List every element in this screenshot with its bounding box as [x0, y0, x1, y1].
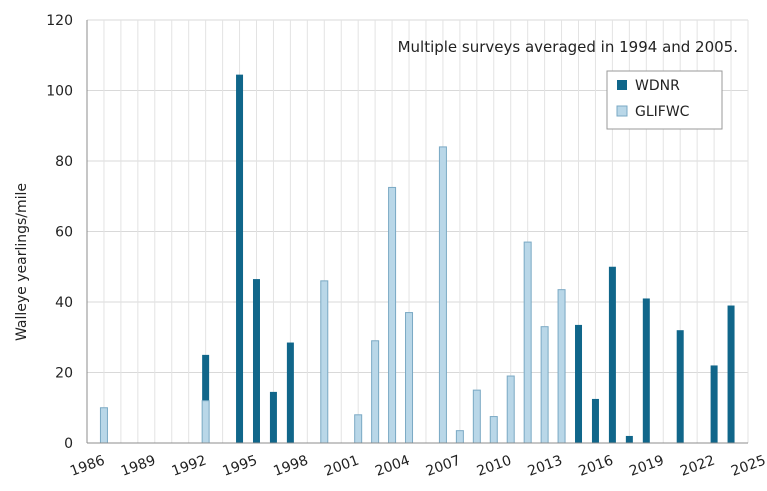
bar-glifwc-2008 [456, 431, 463, 443]
y-tick-label: 60 [55, 225, 73, 241]
bar-wdnr-1995 [236, 75, 243, 443]
bar-wdnr-1997 [270, 392, 277, 443]
legend-label-glifwc: GLIFWC [635, 104, 690, 120]
bar-glifwc-2007 [439, 147, 446, 443]
bar-glifwc-2010 [490, 417, 497, 443]
x-tick-label: 1989 [119, 453, 158, 480]
x-tick-label: 2010 [475, 453, 514, 480]
x-tick-label: 1995 [221, 453, 260, 480]
bar-glifwc-2012 [524, 242, 531, 443]
y-tick-label: 120 [46, 13, 73, 29]
x-tick-label: 2013 [526, 453, 565, 480]
y-tick-label: 20 [55, 366, 73, 382]
bar-wdnr-2016 [592, 399, 599, 443]
bar-glifwc-2004 [389, 187, 396, 443]
legend-swatch-glifwc [617, 106, 627, 116]
bar-glifwc-2000 [321, 281, 328, 443]
y-tick-label: 80 [55, 154, 73, 170]
bar-wdnr-1998 [287, 343, 294, 443]
bar-wdnr-2019 [643, 298, 650, 443]
bar-glifwc-2002 [355, 415, 362, 443]
bar-wdnr-2017 [609, 267, 616, 443]
x-tick-label: 2025 [729, 453, 767, 480]
bar-wdnr-2015 [575, 325, 582, 443]
bar-glifwc-2014 [558, 290, 565, 443]
x-tick-label: 2004 [373, 453, 412, 480]
bar-glifwc-2009 [473, 390, 480, 443]
bar-glifwc-2013 [541, 327, 548, 443]
x-tick-label: 2001 [322, 453, 361, 480]
y-tick-labels: 0 20 40 60 80 100 120 [46, 13, 73, 452]
x-tick-label: 2019 [627, 453, 666, 480]
chart-annotation: Multiple surveys averaged in 1994 and 20… [398, 38, 738, 56]
x-tick-label: 1986 [68, 453, 107, 480]
bar-wdnr-2021 [677, 330, 684, 443]
x-tick-labels: 1986 1989 1992 1995 1998 2001 2004 2007 2010 2013… [68, 453, 767, 480]
bar-wdnr-2024 [728, 306, 735, 443]
x-tick-label: 2016 [576, 453, 615, 480]
bar-glifwc-1993 [202, 401, 209, 443]
x-tick-label: 1992 [170, 453, 209, 480]
y-axis-label: Walleye yearlings/mile [14, 183, 30, 341]
legend-label-wdnr: WDNR [635, 78, 680, 94]
bar-wdnr-2018 [626, 436, 633, 443]
bars [100, 75, 734, 443]
x-tick-label: 2007 [424, 453, 463, 480]
y-tick-label: 0 [64, 436, 73, 452]
bar-wdnr-2023 [711, 365, 718, 443]
legend-swatch-wdnr [617, 80, 627, 90]
y-tick-label: 100 [46, 84, 73, 100]
bar-wdnr-1996 [253, 279, 260, 443]
x-tick-label: 2022 [678, 453, 717, 480]
bar-glifwc-2011 [507, 376, 514, 443]
x-tick-label: 1998 [271, 453, 310, 480]
bar-glifwc-2005 [406, 313, 413, 443]
bar-glifwc-1987 [100, 408, 107, 443]
bar-glifwc-2003 [372, 341, 379, 443]
legend: WDNR GLIFWC [607, 71, 722, 129]
y-tick-label: 40 [55, 295, 73, 311]
